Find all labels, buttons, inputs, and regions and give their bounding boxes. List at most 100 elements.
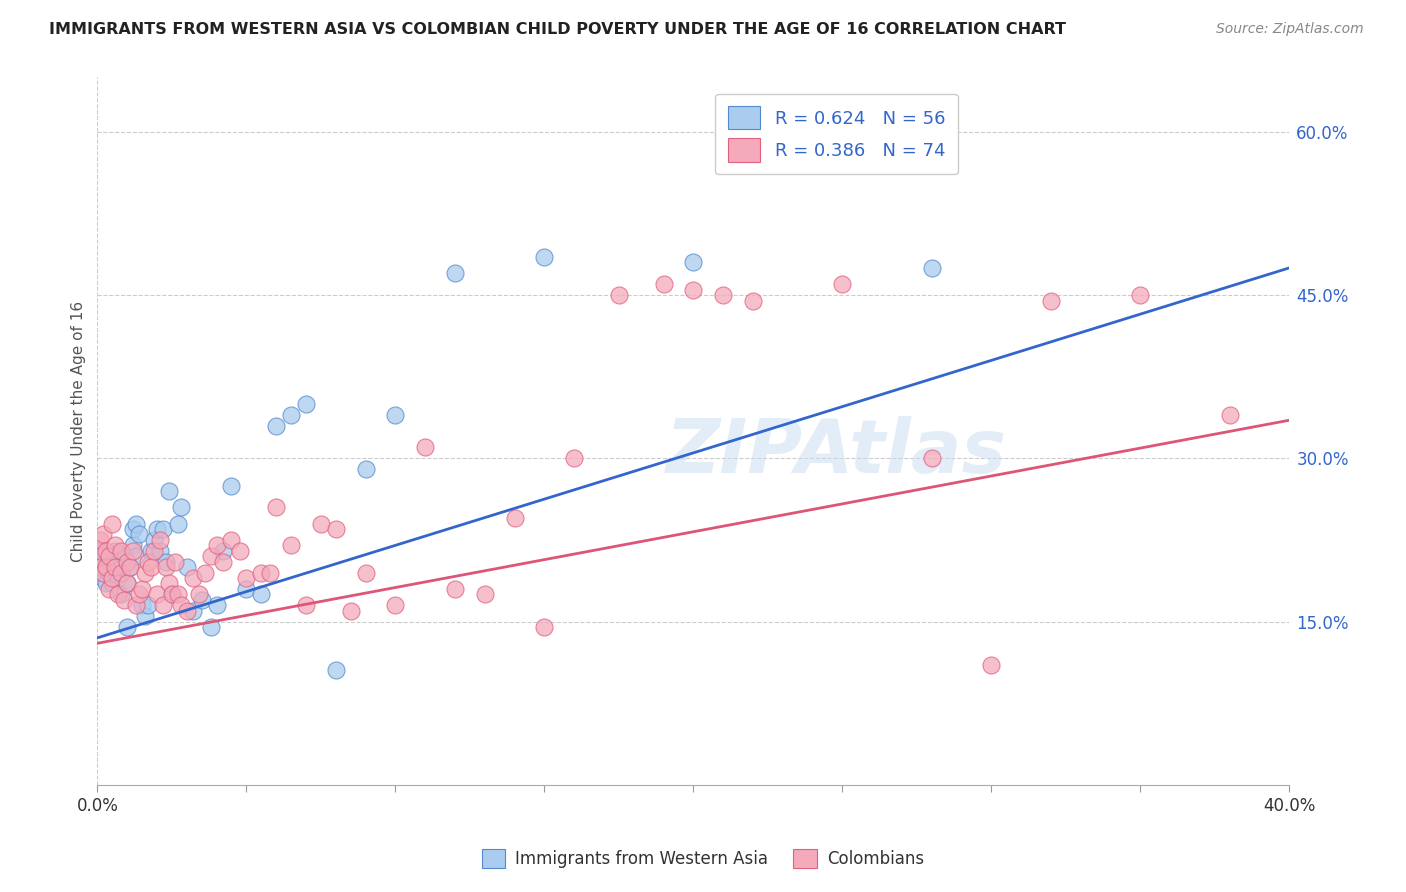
Point [91, 571, 114, 585]
Text: ZIPAtlas: ZIPAtlas [666, 416, 1007, 489]
Point [194, 566, 217, 580]
Point [160, 587, 183, 601]
Point [295, 397, 318, 411]
Point [110, 566, 132, 580]
Point [264, 500, 287, 515]
Point [742, 293, 765, 308]
Point [187, 587, 209, 601]
Point [474, 587, 496, 601]
Point [98, 549, 121, 564]
Point [96, 560, 118, 574]
Point [155, 560, 177, 574]
Point [91, 566, 114, 580]
Point [200, 620, 222, 634]
Point [181, 571, 204, 585]
Point [128, 527, 150, 541]
Point [250, 566, 273, 580]
Point [200, 549, 222, 564]
Point [413, 441, 436, 455]
Point [101, 571, 124, 585]
Point [152, 598, 174, 612]
Point [711, 288, 734, 302]
Point [163, 555, 186, 569]
Point [96, 543, 118, 558]
Point [280, 538, 302, 552]
Point [128, 587, 150, 601]
Point [176, 560, 198, 574]
Point [96, 560, 118, 574]
Point [1039, 293, 1062, 308]
Point [91, 527, 114, 541]
Point [131, 598, 153, 612]
Point [235, 571, 257, 585]
Point [122, 538, 145, 552]
Point [921, 451, 943, 466]
Point [264, 418, 287, 433]
Legend: Immigrants from Western Asia, Colombians: Immigrants from Western Asia, Colombians [475, 842, 931, 875]
Point [101, 576, 124, 591]
Point [1219, 408, 1241, 422]
Point [146, 587, 169, 601]
Point [562, 451, 585, 466]
Point [157, 483, 180, 498]
Point [139, 543, 162, 558]
Text: IMMIGRANTS FROM WESTERN ASIA VS COLOMBIAN CHILD POVERTY UNDER THE AGE OF 16 CORR: IMMIGRANTS FROM WESTERN ASIA VS COLOMBIA… [49, 22, 1066, 37]
Point [166, 587, 188, 601]
Point [325, 522, 347, 536]
Point [139, 560, 162, 574]
Point [160, 587, 183, 601]
Point [107, 560, 129, 574]
Point [384, 598, 406, 612]
Point [181, 604, 204, 618]
Point [122, 522, 145, 536]
Point [91, 543, 114, 558]
Point [104, 560, 127, 574]
Point [143, 533, 166, 547]
Point [259, 566, 281, 580]
Point [166, 516, 188, 531]
Point [652, 277, 675, 292]
Point [221, 533, 243, 547]
Point [170, 500, 193, 515]
Point [89, 533, 111, 547]
Point [89, 560, 111, 574]
Point [110, 587, 132, 601]
Point [89, 543, 111, 558]
Point [444, 582, 467, 596]
Point [384, 408, 406, 422]
Y-axis label: Child Poverty Under the Age of 16: Child Poverty Under the Age of 16 [72, 301, 86, 562]
Point [682, 283, 704, 297]
Point [112, 592, 135, 607]
Point [190, 592, 212, 607]
Point [115, 620, 138, 634]
Point [280, 408, 302, 422]
Point [104, 560, 127, 574]
Point [211, 555, 233, 569]
Point [131, 582, 153, 596]
Point [136, 598, 159, 612]
Point [134, 566, 156, 580]
Point [134, 609, 156, 624]
Point [107, 587, 129, 601]
Point [115, 576, 138, 591]
Point [533, 250, 555, 264]
Point [444, 266, 467, 280]
Point [104, 543, 127, 558]
Point [339, 604, 361, 618]
Point [682, 255, 704, 269]
Point [221, 478, 243, 492]
Point [104, 538, 127, 552]
Legend: R = 0.624   N = 56, R = 0.386   N = 74: R = 0.624 N = 56, R = 0.386 N = 74 [716, 94, 957, 174]
Point [155, 555, 177, 569]
Point [101, 516, 124, 531]
Point [146, 522, 169, 536]
Text: Source: ZipAtlas.com: Source: ZipAtlas.com [1216, 22, 1364, 37]
Point [120, 560, 142, 574]
Point [152, 522, 174, 536]
Point [110, 543, 132, 558]
Point [211, 543, 233, 558]
Point [325, 664, 347, 678]
Point [205, 598, 228, 612]
Point [98, 566, 121, 580]
Point [354, 566, 377, 580]
